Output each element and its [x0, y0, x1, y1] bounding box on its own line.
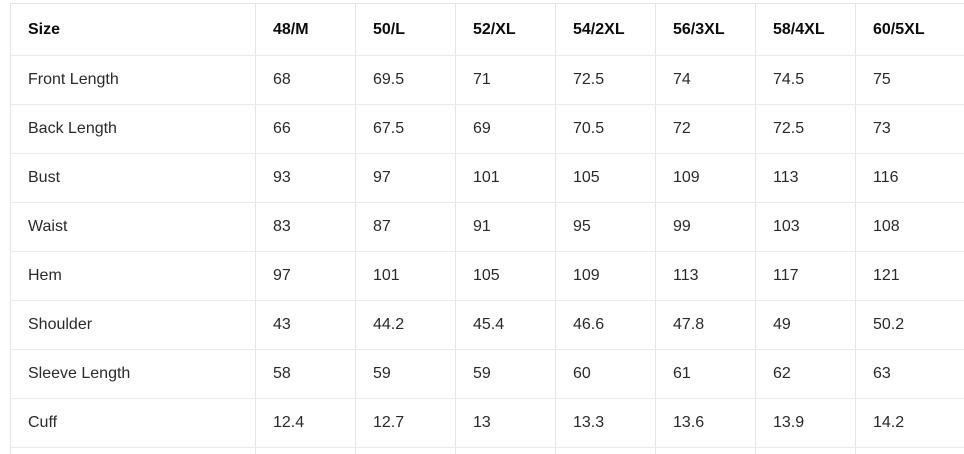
table-cell: 75: [855, 55, 964, 105]
table-cell: 113: [755, 153, 856, 203]
size-chart: Size 48/M 50/L 52/XL 54/2XL 56/3XL 58/4XL 60/5X…: [10, 3, 964, 454]
column-header-58-4xl: 58/4XL: [755, 3, 856, 56]
table-cell: 93: [255, 153, 356, 203]
table-cell: 70.5: [555, 104, 656, 154]
empty-cell: [655, 447, 756, 454]
table-cell: 14.2: [855, 398, 964, 448]
table-cell: 60: [555, 349, 656, 399]
table-cell: 97: [255, 251, 356, 301]
table-cell: 59: [355, 349, 456, 399]
table-cell: 59: [455, 349, 556, 399]
table-cell: 13.6: [655, 398, 756, 448]
table-header: Size 48/M 50/L 52/XL 54/2XL 56/3XL 58/4XL 60/5X…: [10, 3, 964, 56]
empty-cell: [755, 447, 856, 454]
table-cell: 74.5: [755, 55, 856, 105]
table-row-hem: Hem 97 101 105 109 113 117 121: [10, 251, 964, 301]
size-chart-table: Size 48/M 50/L 52/XL 54/2XL 56/3XL 58/4XL 60/5X…: [10, 3, 964, 454]
table-cell: 72: [655, 104, 756, 154]
table-cell: 46.6: [555, 300, 656, 350]
column-header-50-l: 50/L: [355, 3, 456, 56]
empty-cell: [455, 447, 556, 454]
table-cell: 13.9: [755, 398, 856, 448]
table-cell: 73: [855, 104, 964, 154]
table-cell: 47.8: [655, 300, 756, 350]
table-cell: 74: [655, 55, 756, 105]
table-cell: 12.7: [355, 398, 456, 448]
table-cell: 13: [455, 398, 556, 448]
table-cell: 101: [455, 153, 556, 203]
row-label-bust: Bust: [10, 153, 256, 203]
table-row-front-length: Front Length 68 69.5 71 72.5 74 74.5 75: [10, 55, 964, 105]
empty-cell: [10, 447, 256, 454]
table-cell: 105: [555, 153, 656, 203]
column-header-size: Size: [10, 3, 256, 56]
table-cell: 43: [255, 300, 356, 350]
table-body: Front Length 68 69.5 71 72.5 74 74.5 75 Back Len…: [10, 55, 964, 454]
table-cell: 97: [355, 153, 456, 203]
table-cell: 66: [255, 104, 356, 154]
table-cell: 91: [455, 202, 556, 252]
table-cell: 109: [555, 251, 656, 301]
table-cell: 103: [755, 202, 856, 252]
column-header-56-3xl: 56/3XL: [655, 3, 756, 56]
table-cell: 99: [655, 202, 756, 252]
row-label-back-length: Back Length: [10, 104, 256, 154]
table-cell: 61: [655, 349, 756, 399]
table-cell: 45.4: [455, 300, 556, 350]
empty-cell: [355, 447, 456, 454]
partial-next-row: [10, 447, 964, 454]
table-header-row: Size 48/M 50/L 52/XL 54/2XL 56/3XL 58/4XL 60/5X…: [10, 3, 964, 56]
row-label-cuff: Cuff: [10, 398, 256, 448]
table-cell: 69: [455, 104, 556, 154]
empty-cell: [855, 447, 964, 454]
table-cell: 108: [855, 202, 964, 252]
table-row-bust: Bust 93 97 101 105 109 113 116: [10, 153, 964, 203]
table-cell: 44.2: [355, 300, 456, 350]
table-cell: 62: [755, 349, 856, 399]
table-cell: 71: [455, 55, 556, 105]
table-cell: 50.2: [855, 300, 964, 350]
table-cell: 95: [555, 202, 656, 252]
table-row-cuff: Cuff 12.4 12.7 13 13.3 13.6 13.9 14.2: [10, 398, 964, 448]
table-cell: 116: [855, 153, 964, 203]
table-cell: 13.3: [555, 398, 656, 448]
table-cell: 117: [755, 251, 856, 301]
table-row-shoulder: Shoulder 43 44.2 45.4 46.6 47.8 49 50.2: [10, 300, 964, 350]
row-label-shoulder: Shoulder: [10, 300, 256, 350]
table-cell: 72.5: [555, 55, 656, 105]
table-cell: 67.5: [355, 104, 456, 154]
row-label-hem: Hem: [10, 251, 256, 301]
table-cell: 105: [455, 251, 556, 301]
column-header-60-5xl: 60/5XL: [855, 3, 964, 56]
table-cell: 72.5: [755, 104, 856, 154]
table-cell: 101: [355, 251, 456, 301]
table-cell: 109: [655, 153, 756, 203]
table-row-sleeve-length: Sleeve Length 58 59 59 60 61 62 63: [10, 349, 964, 399]
table-cell: 87: [355, 202, 456, 252]
table-cell: 113: [655, 251, 756, 301]
column-header-54-2xl: 54/2XL: [555, 3, 656, 56]
table-cell: 58: [255, 349, 356, 399]
table-row-back-length: Back Length 66 67.5 69 70.5 72 72.5 73: [10, 104, 964, 154]
column-header-52-xl: 52/XL: [455, 3, 556, 56]
table-cell: 12.4: [255, 398, 356, 448]
table-cell: 68: [255, 55, 356, 105]
table-cell: 49: [755, 300, 856, 350]
column-header-48-m: 48/M: [255, 3, 356, 56]
empty-cell: [255, 447, 356, 454]
row-label-waist: Waist: [10, 202, 256, 252]
row-label-front-length: Front Length: [10, 55, 256, 105]
table-cell: 83: [255, 202, 356, 252]
table-cell: 121: [855, 251, 964, 301]
empty-cell: [555, 447, 656, 454]
table-row-waist: Waist 83 87 91 95 99 103 108: [10, 202, 964, 252]
table-cell: 63: [855, 349, 964, 399]
row-label-sleeve-length: Sleeve Length: [10, 349, 256, 399]
table-cell: 69.5: [355, 55, 456, 105]
